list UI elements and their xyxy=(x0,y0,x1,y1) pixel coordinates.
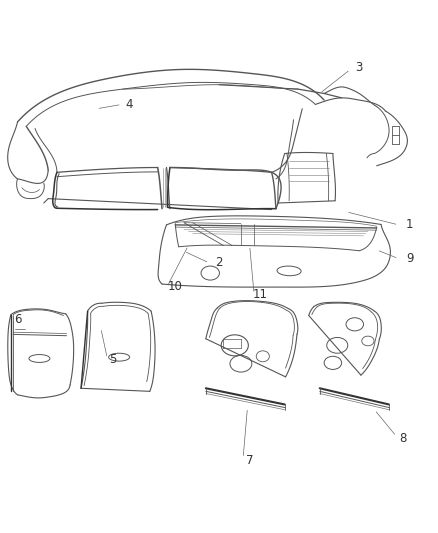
Text: 6: 6 xyxy=(14,312,21,326)
Text: 8: 8 xyxy=(399,432,406,445)
Text: 9: 9 xyxy=(406,252,413,265)
Text: 5: 5 xyxy=(110,353,117,366)
Text: 1: 1 xyxy=(406,219,413,231)
Text: 2: 2 xyxy=(215,256,223,270)
Text: 7: 7 xyxy=(246,454,254,466)
Text: 3: 3 xyxy=(356,61,363,74)
Text: 4: 4 xyxy=(125,98,133,111)
Text: 11: 11 xyxy=(253,288,268,301)
Text: 10: 10 xyxy=(168,280,183,293)
